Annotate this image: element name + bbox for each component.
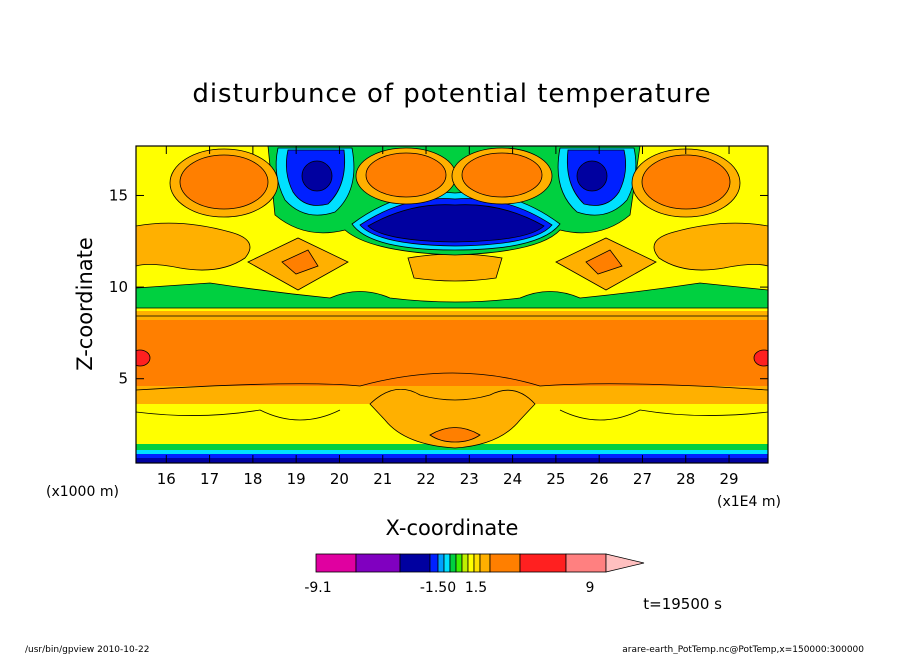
colorbar — [315, 553, 645, 573]
colorbar-segment — [455, 553, 463, 573]
x-tick-label: 25 — [546, 470, 565, 488]
colorbar-segment — [473, 553, 481, 573]
x-tick-label: 27 — [633, 470, 652, 488]
x-ticks: 16 17 18 19 20 21 22 23 24 25 26 27 28 29 — [157, 146, 739, 488]
x-unit-right: (x1E4 m) — [717, 494, 781, 510]
x-tick-label: 24 — [503, 470, 522, 488]
surface-cyan-band — [136, 450, 768, 454]
colorbar-segment — [355, 553, 401, 573]
colorbar-segment — [399, 553, 431, 573]
right-diamond-orange — [585, 249, 623, 275]
axes: 16 17 18 19 20 21 22 23 24 25 26 27 28 29 5 10 15 — [109, 145, 769, 488]
colorbar-segment — [461, 553, 469, 573]
right-upper-light-orange — [653, 222, 768, 271]
colorbar-segment — [519, 553, 567, 573]
colorbar-label: 1.5 — [465, 580, 487, 596]
colorbar-segment — [489, 553, 521, 573]
y-ticks: 5 10 15 — [109, 186, 768, 388]
left-edge-red-spot — [136, 349, 151, 367]
x-axis-label: X-coordinate — [386, 516, 519, 540]
x-tick-label: 22 — [416, 470, 435, 488]
top-blob-4 — [641, 154, 731, 210]
x-unit-left: (x1000 m) — [46, 484, 119, 500]
y-tick-label: 10 — [109, 278, 128, 296]
x-tick-label: 19 — [287, 470, 306, 488]
center-lower-orange — [429, 427, 481, 443]
top-blob-3 — [461, 152, 543, 198]
x-tick-label: 23 — [460, 470, 479, 488]
y-tick-label: 15 — [109, 186, 128, 204]
x-tick-label: 18 — [243, 470, 262, 488]
contour-line — [136, 315, 768, 421]
colorbar-labels: -9.1 -1.50 1.5 9 — [304, 580, 594, 596]
surface-navy-band — [136, 458, 768, 463]
right-edge-red-spot — [753, 349, 768, 367]
colorbar-segment — [437, 553, 445, 573]
x-tick-label: 29 — [719, 470, 738, 488]
x-tick-label: 20 — [330, 470, 349, 488]
colorbar-segment — [443, 553, 451, 573]
colorbar-extension-triangle — [605, 553, 645, 573]
colorbar-segment — [467, 553, 475, 573]
colorbar-segment — [565, 553, 607, 573]
x-tick-label: 16 — [157, 470, 176, 488]
x-tick-label: 21 — [373, 470, 392, 488]
right-top-navy — [576, 160, 608, 192]
center-upper-light-orange — [407, 253, 503, 282]
colorbar-segment — [449, 553, 457, 573]
chart-title: disturbunce of potential temperature — [192, 79, 711, 109]
footer-right: arare-earth_PotTemp.nc@PotTemp,x=150000:… — [622, 645, 864, 654]
x-tick-label: 28 — [676, 470, 695, 488]
colorbar-segment — [429, 553, 439, 573]
contour-plot — [136, 146, 768, 463]
middle-orange-band — [136, 320, 768, 386]
center-navy-arc — [367, 204, 545, 243]
time-label: t=19500 s — [643, 595, 722, 613]
left-upper-light-orange — [136, 222, 251, 271]
top-blob-1 — [179, 154, 269, 210]
left-diamond-orange — [281, 249, 319, 275]
upper-green-layer — [136, 282, 768, 309]
x-tick-label: 26 — [590, 470, 609, 488]
footer-left: /usr/bin/gpview 2010-10-22 — [25, 645, 149, 654]
y-tick-label: 5 — [118, 370, 128, 388]
colorbar-label: -9.1 — [304, 580, 331, 596]
center-lower-mound — [369, 388, 536, 449]
y-axis-label: Z-coordinate — [73, 237, 97, 371]
colorbar-segment — [315, 553, 357, 573]
colorbar-label: 9 — [586, 580, 595, 596]
x-tick-label: 17 — [200, 470, 219, 488]
colorbar-label: -1.50 — [420, 580, 456, 596]
plot-frame — [135, 145, 769, 464]
top-blob-2 — [365, 152, 447, 198]
left-top-navy — [301, 160, 333, 192]
colorbar-segment — [479, 553, 491, 573]
